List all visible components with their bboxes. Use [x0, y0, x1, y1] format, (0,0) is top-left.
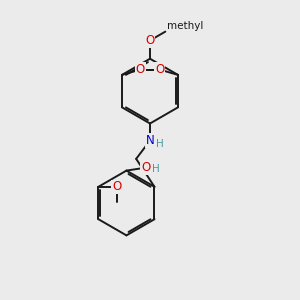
Text: H: H	[152, 164, 160, 174]
Text: O: O	[141, 161, 150, 174]
Text: H: H	[157, 140, 164, 149]
Text: O: O	[155, 63, 164, 76]
Text: N: N	[146, 134, 154, 147]
Text: O: O	[146, 34, 154, 47]
Text: O: O	[112, 180, 121, 193]
Text: O: O	[136, 63, 145, 76]
Text: methyl: methyl	[167, 21, 203, 31]
